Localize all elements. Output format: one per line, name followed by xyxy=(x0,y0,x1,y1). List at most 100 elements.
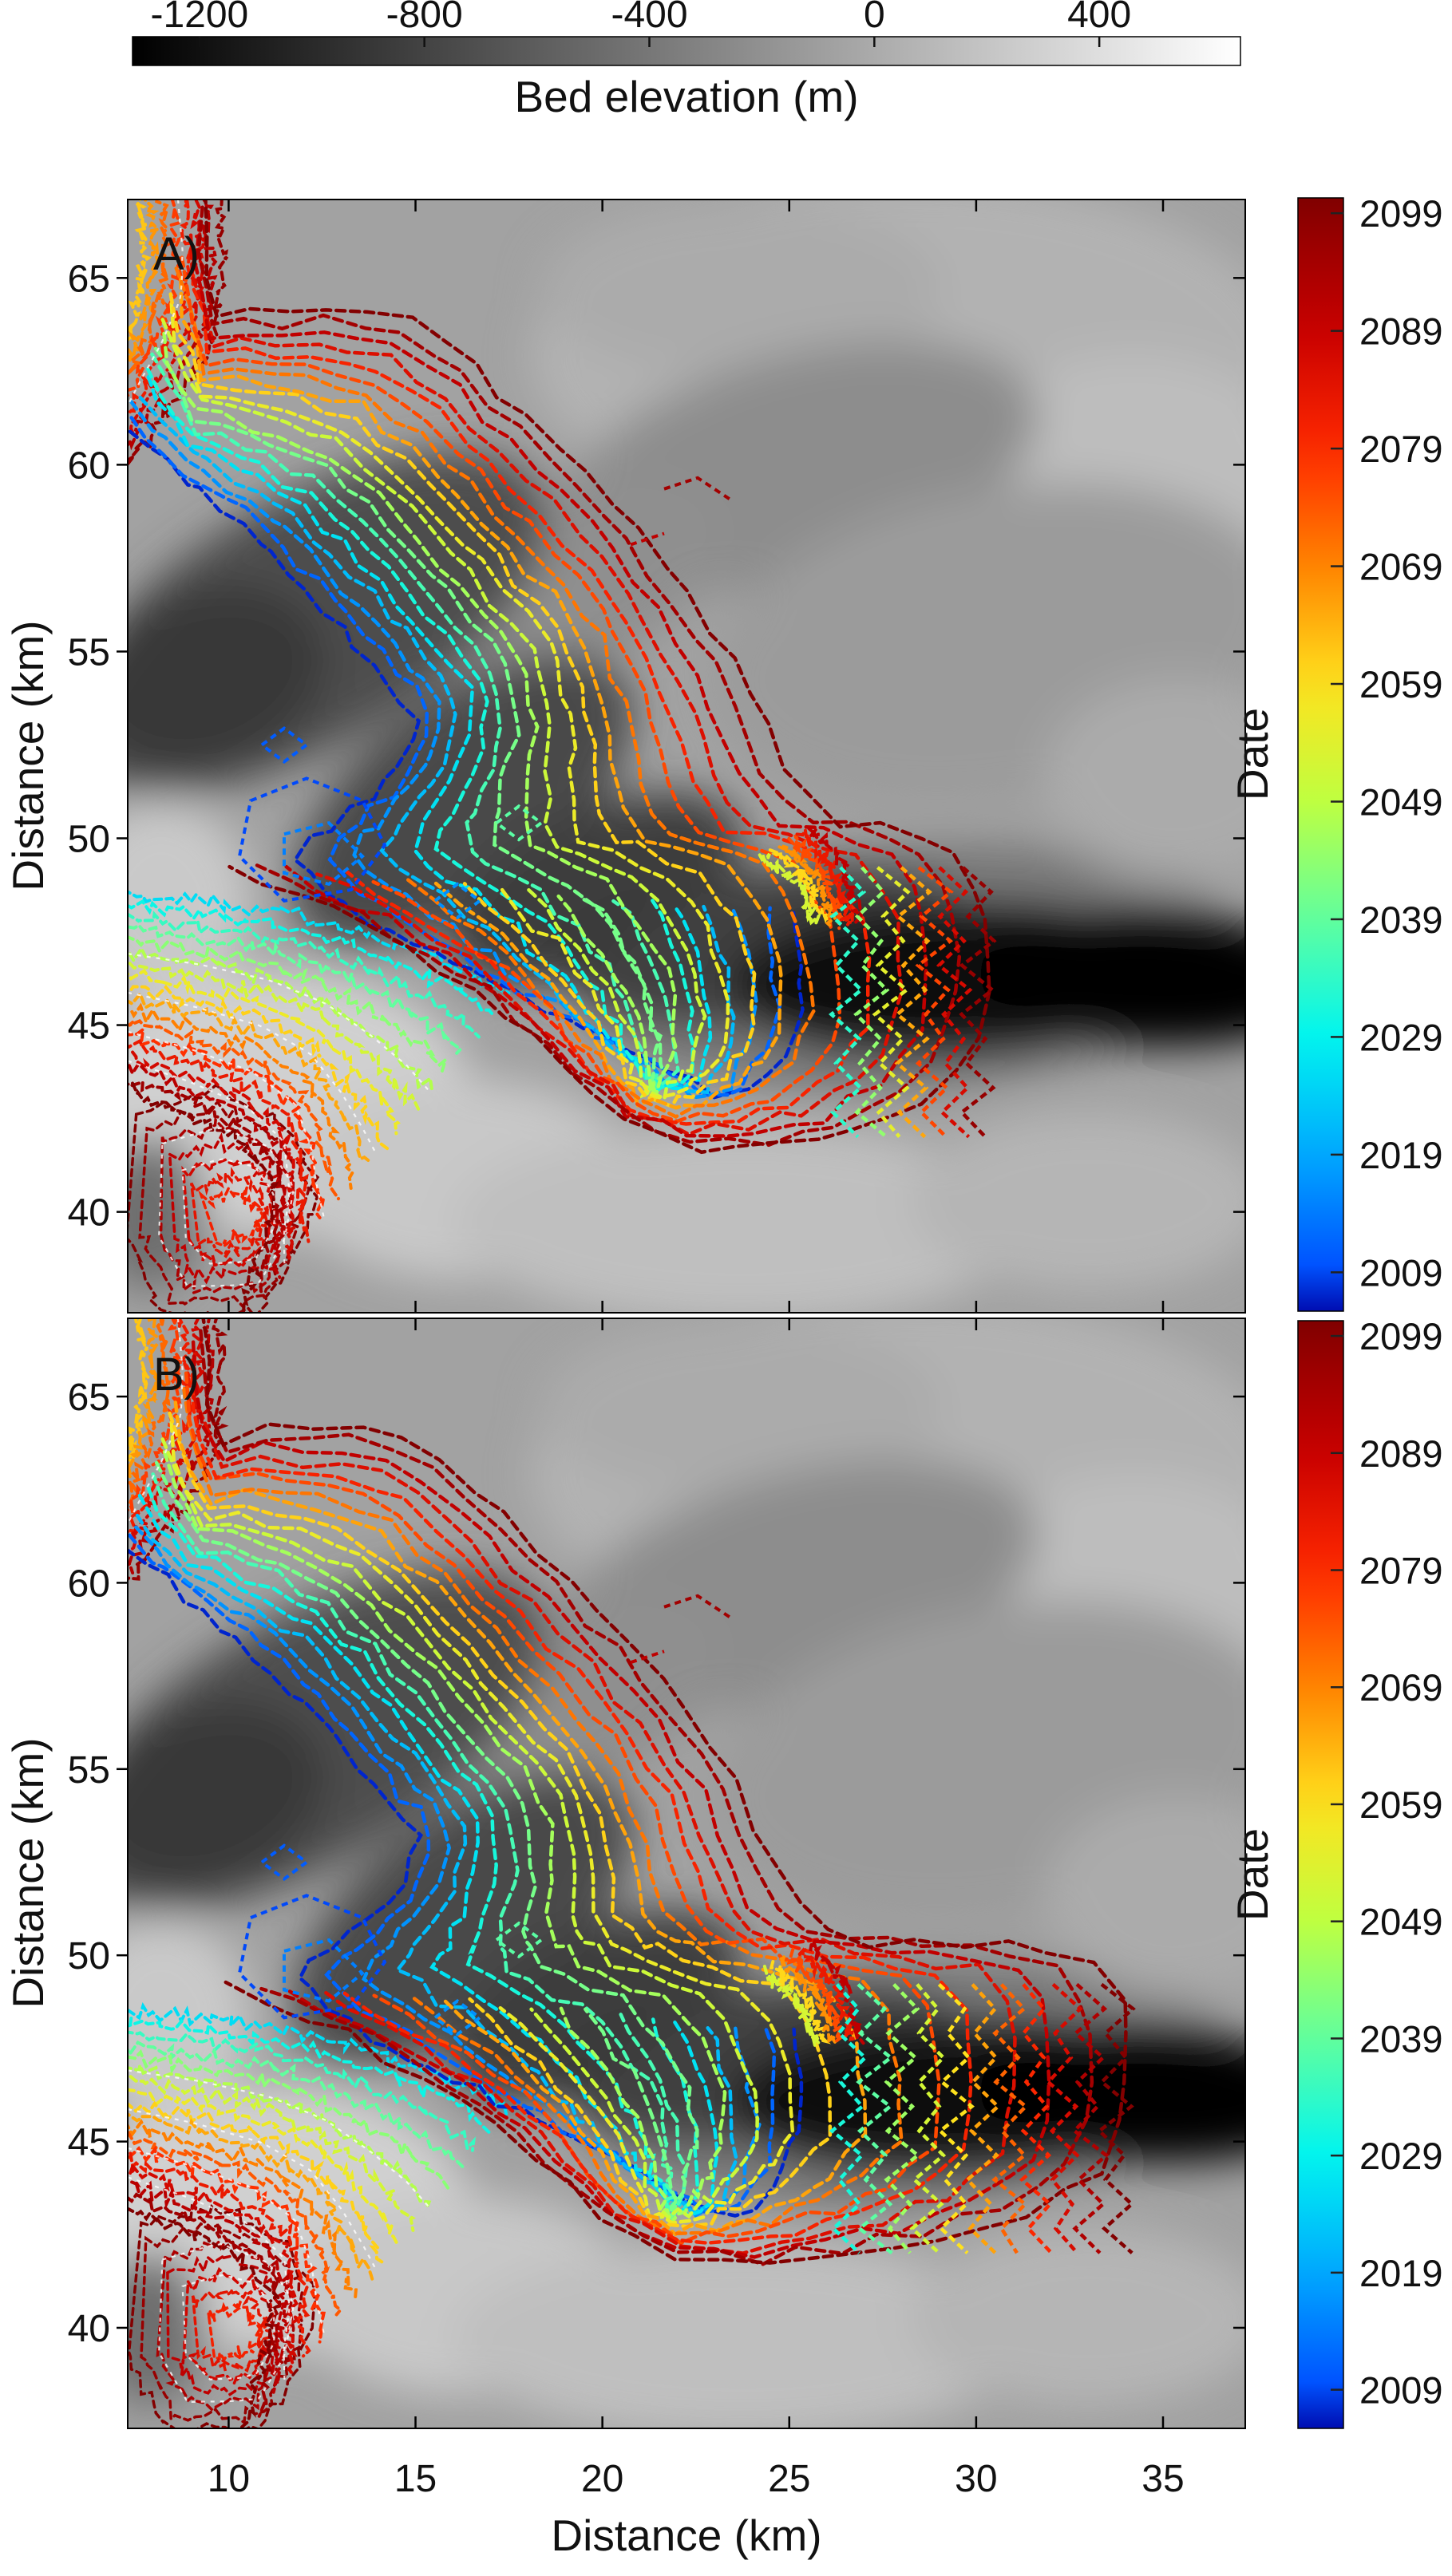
contour-line xyxy=(128,2030,477,2152)
contour-blob xyxy=(259,1843,310,1881)
contour-channel-line xyxy=(936,866,973,1139)
bed-tick-label: -1200 xyxy=(150,0,248,36)
white-dash-contour xyxy=(128,2069,430,2208)
contour-blob xyxy=(283,820,365,887)
bed-tick-label: 400 xyxy=(1067,0,1131,36)
contour-line xyxy=(768,848,829,924)
contour-line xyxy=(140,2222,304,2425)
contour-line xyxy=(128,2088,400,2247)
date-tick-label: 2029 xyxy=(1359,2135,1443,2177)
contour-channel-line xyxy=(829,866,867,1139)
date-tick-label: 2059 xyxy=(1359,663,1443,705)
contour-line xyxy=(130,1002,354,1190)
bed-colorbar-bar xyxy=(132,36,1241,66)
bed-blob xyxy=(1044,1796,1245,1996)
contour-line xyxy=(128,200,229,467)
y-tick-label: 65 xyxy=(68,1377,110,1419)
x-tick-label: 25 xyxy=(768,2458,810,2500)
contour-line xyxy=(150,352,680,1092)
contour-line xyxy=(777,844,837,930)
contour-line xyxy=(129,2151,311,2358)
bed-blob xyxy=(452,1123,1033,1313)
date-tick-label: 2019 xyxy=(1359,1134,1443,1176)
contour-line xyxy=(174,266,816,1119)
contour-line xyxy=(128,2001,508,2117)
contour-line xyxy=(128,1039,311,1243)
contour-stray xyxy=(663,1594,733,1620)
contour-blob xyxy=(432,1999,483,2037)
contour-line xyxy=(138,1100,311,1310)
contour-channel-line xyxy=(1019,1983,1053,2254)
contour-line xyxy=(128,2040,467,2171)
white-dash-contour xyxy=(128,2108,378,2271)
x-axis-label: Distance (km) xyxy=(551,2511,821,2560)
white-dash-contour xyxy=(158,2243,295,2404)
contour-line xyxy=(156,2238,295,2412)
date-tick-label: 2049 xyxy=(1359,780,1443,823)
panel-frame xyxy=(127,199,1246,1314)
contour-stray xyxy=(630,1650,665,1665)
white-dash-contour xyxy=(181,1158,275,1265)
contour-line xyxy=(128,200,161,362)
contour-line xyxy=(128,200,152,342)
contour-blob xyxy=(237,1894,387,2020)
contour-line xyxy=(128,990,374,1165)
contour-line xyxy=(128,2100,385,2265)
contour-line xyxy=(128,200,218,451)
contour-line xyxy=(137,1493,719,2218)
y-tick-label: 60 xyxy=(68,444,110,487)
date-tick-label: 2069 xyxy=(1359,546,1443,588)
date-tick-label: 2089 xyxy=(1359,310,1443,353)
contour-line xyxy=(193,219,928,1138)
contour-blob xyxy=(493,1921,544,1959)
contour-line xyxy=(128,1548,804,2218)
contour-line xyxy=(128,899,497,1019)
contour-line xyxy=(128,945,434,1092)
bed-colorbar: -1200 -800 -400 0 400 xyxy=(132,0,1241,66)
date-tick-label: 2079 xyxy=(1359,428,1443,470)
bed-tick-label: -800 xyxy=(386,0,463,36)
contour-line xyxy=(191,1352,1017,2255)
date-colorbar-bar xyxy=(1297,197,1344,1312)
contour-channel-line xyxy=(1096,1982,1136,2254)
contour-line xyxy=(809,1938,865,2045)
contour-line xyxy=(146,1486,700,2215)
contour-channel-line xyxy=(937,1982,975,2254)
contour-line xyxy=(168,1411,833,2229)
contour-line xyxy=(169,1420,795,2225)
contour-line xyxy=(129,985,391,1152)
panel-a-map xyxy=(127,199,1246,1314)
y-axis-label-a: Distance (km) xyxy=(3,620,53,891)
axis-ticks: 65 60 55 50 45 40 65 60 55 50 45 40 10 15 20 25 30 35 xyxy=(68,200,1245,2500)
white-dash-contour xyxy=(128,991,378,1155)
contour-channel-line xyxy=(856,1982,894,2254)
contour-line xyxy=(128,2207,279,2428)
contours xyxy=(128,1318,1136,2428)
contour-line xyxy=(128,2112,375,2283)
contour-line xyxy=(196,205,962,1148)
contour-stray xyxy=(630,531,665,547)
contour-line xyxy=(207,2300,267,2363)
contour-line xyxy=(179,277,783,1110)
y-tick-label: 60 xyxy=(68,1563,110,1605)
bed-colorbar-label: Bed elevation (m) xyxy=(514,72,858,121)
contour-line xyxy=(128,1019,341,1201)
white-dash-contour xyxy=(128,1030,325,1218)
bed-blobs xyxy=(128,1318,1245,2428)
date-colorbar-bar xyxy=(1297,1320,1344,2429)
bed-blobs xyxy=(128,200,1245,1313)
date-tick-label: 2029 xyxy=(1359,1016,1443,1058)
date-tick-label: 2089 xyxy=(1359,1432,1443,1475)
bed-blob xyxy=(128,2250,206,2407)
contour-line xyxy=(153,346,667,1093)
contour-channel-line xyxy=(909,1983,947,2254)
bed-blob xyxy=(541,1318,944,1496)
white-dash-contour xyxy=(181,2274,275,2380)
contour-line xyxy=(128,1083,320,1313)
contour-line xyxy=(145,366,695,1095)
contour-line xyxy=(128,2203,318,2428)
y-tick-label: 45 xyxy=(68,1006,110,1048)
contour-line xyxy=(181,1158,279,1268)
contour-line xyxy=(204,200,991,1155)
